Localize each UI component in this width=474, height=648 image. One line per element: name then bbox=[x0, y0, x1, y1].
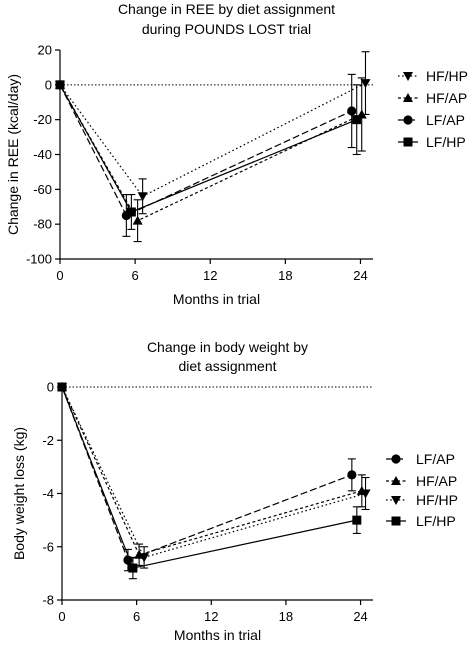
legend-label: HF/HP bbox=[426, 68, 468, 84]
legend-marker bbox=[391, 496, 401, 505]
data-point bbox=[55, 80, 65, 90]
legend-label: HF/AP bbox=[416, 473, 457, 489]
series-line bbox=[59, 84, 357, 213]
y-axis-label: Change in REE (kcal/day) bbox=[5, 74, 21, 235]
x-tick-label: 0 bbox=[58, 609, 65, 624]
legend-label: HF/HP bbox=[416, 492, 458, 508]
chart-panel-1: Change in REE by diet assignment during P… bbox=[5, 1, 468, 307]
legend-label: LF/AP bbox=[426, 112, 465, 128]
legend-marker bbox=[391, 454, 401, 464]
data-point bbox=[360, 489, 371, 499]
x-axis-label: Months in trial bbox=[174, 627, 261, 643]
data-point bbox=[347, 106, 357, 116]
legend-marker bbox=[403, 93, 413, 102]
chart-title-line: Change in body weight by bbox=[147, 339, 308, 355]
y-tick-label: -80 bbox=[33, 217, 52, 232]
series-hf-hp bbox=[57, 383, 371, 569]
legend-item: HF/HP bbox=[386, 492, 458, 508]
data-point bbox=[360, 79, 371, 89]
legend-label: LF/HP bbox=[426, 134, 466, 150]
series-lf-ap bbox=[55, 73, 357, 237]
y-tick-label: 0 bbox=[45, 77, 52, 92]
data-point bbox=[137, 192, 148, 202]
series-line bbox=[61, 386, 366, 559]
legend-marker bbox=[403, 72, 413, 81]
y-tick-label: -100 bbox=[26, 252, 52, 267]
x-axis-label: Months in trial bbox=[173, 291, 260, 307]
x-tick-label: 18 bbox=[279, 609, 293, 624]
series-line bbox=[59, 84, 362, 222]
series-line bbox=[61, 386, 353, 561]
y-tick-label: -8 bbox=[42, 593, 54, 608]
y-tick-label: -40 bbox=[33, 147, 52, 162]
legend-marker bbox=[391, 476, 401, 485]
data-point bbox=[352, 515, 362, 525]
x-tick-label: 6 bbox=[132, 268, 139, 283]
chart-title-line: diet assignment bbox=[178, 358, 276, 374]
series-hf-ap bbox=[57, 382, 367, 566]
legend-marker bbox=[391, 516, 401, 526]
series-hf-hp bbox=[55, 51, 371, 215]
legend-item: LF/AP bbox=[386, 451, 455, 467]
y-tick-label: -2 bbox=[42, 433, 54, 448]
legend-label: LF/AP bbox=[416, 451, 455, 467]
data-point bbox=[352, 115, 362, 125]
series-lf-hp bbox=[57, 382, 362, 580]
legend-item: LF/HP bbox=[386, 513, 456, 529]
legend-item: LF/HP bbox=[398, 134, 466, 150]
series-line bbox=[59, 84, 352, 217]
data-point bbox=[347, 470, 357, 480]
legend-label: HF/AP bbox=[426, 90, 467, 106]
x-tick-label: 12 bbox=[203, 268, 217, 283]
x-tick-label: 6 bbox=[133, 609, 140, 624]
data-point bbox=[139, 553, 150, 563]
y-tick-label: -4 bbox=[42, 486, 54, 501]
x-tick-label: 12 bbox=[204, 609, 218, 624]
y-axis-label: Body weight loss (kg) bbox=[11, 427, 27, 560]
y-tick-label: -6 bbox=[42, 539, 54, 554]
data-point bbox=[126, 207, 136, 217]
legend-marker bbox=[403, 137, 413, 147]
series-lf-hp bbox=[55, 80, 362, 230]
legend-item: HF/HP bbox=[398, 68, 468, 84]
y-tick-label: 20 bbox=[38, 43, 52, 58]
x-tick-label: 24 bbox=[353, 268, 367, 283]
legend-marker bbox=[403, 115, 413, 125]
chart-title-line: during POUNDS LOST trial bbox=[142, 21, 311, 37]
legend-item: LF/AP bbox=[398, 112, 465, 128]
chart-panel-2: Change in body weight by diet assignment 0… bbox=[11, 339, 458, 643]
data-point bbox=[132, 215, 143, 225]
series-line bbox=[61, 386, 362, 556]
series-lf-ap bbox=[57, 382, 357, 572]
legend-item: HF/AP bbox=[398, 90, 467, 106]
x-tick-label: 0 bbox=[56, 268, 63, 283]
y-tick-label: 0 bbox=[47, 380, 54, 395]
x-tick-label: 18 bbox=[278, 268, 292, 283]
legend-item: HF/AP bbox=[386, 473, 457, 489]
series-line bbox=[59, 82, 366, 198]
y-tick-label: -60 bbox=[33, 182, 52, 197]
legend-label: LF/HP bbox=[416, 513, 456, 529]
series-line bbox=[61, 386, 357, 569]
chart-title-line: Change in REE by diet assignment bbox=[118, 1, 335, 17]
x-tick-label: 24 bbox=[353, 609, 367, 624]
data-point bbox=[128, 563, 138, 573]
y-tick-label: -20 bbox=[33, 112, 52, 127]
data-point bbox=[57, 382, 67, 392]
